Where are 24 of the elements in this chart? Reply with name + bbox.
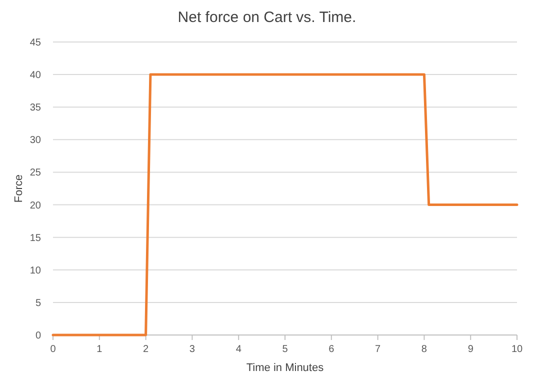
chart-title: Net force on Cart vs. Time.	[178, 9, 356, 26]
x-tick-label: 6	[328, 344, 335, 355]
x-tick-label: 3	[189, 344, 196, 355]
y-tick-label: 20	[30, 200, 42, 212]
y-tick-label: 35	[30, 102, 42, 114]
y-tick-label: 30	[30, 135, 42, 146]
x-tick-label: 5	[282, 344, 288, 355]
x-tick-label: 10	[511, 344, 523, 355]
y-tick-label: 45	[30, 38, 42, 48]
x-tick-label: 9	[468, 344, 474, 355]
x-tick-label: 7	[375, 344, 382, 355]
x-tick-label: 4	[236, 344, 242, 355]
y-axis-title: Force	[13, 174, 25, 203]
x-tick-label: 8	[421, 344, 428, 355]
x-tick-label: 2	[143, 344, 150, 355]
x-axis-title: Time in Minutes	[246, 362, 324, 374]
y-tick-label: 0	[35, 330, 42, 342]
x-tick-label: 0	[50, 344, 56, 355]
y-tick-label: 15	[30, 232, 42, 244]
y-tick-label: 5	[35, 298, 42, 309]
y-tick-label: 10	[30, 265, 42, 276]
y-tick-label: 40	[30, 70, 42, 82]
x-tick-label: 1	[96, 344, 103, 355]
y-tick-label: 25	[30, 168, 42, 179]
